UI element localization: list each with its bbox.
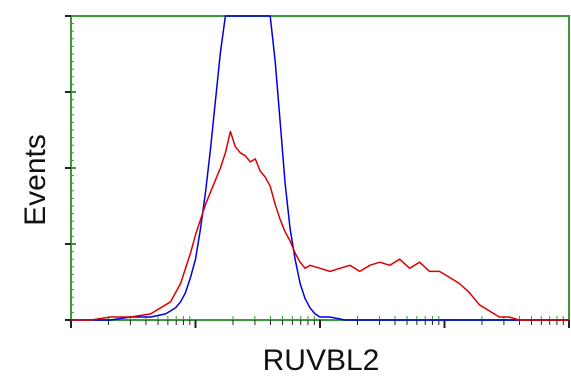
series-line-1 — [71, 16, 569, 320]
series-line-2 — [71, 132, 569, 321]
plot-frame — [71, 16, 569, 320]
series-layer — [71, 16, 569, 320]
y-axis-label: Events — [19, 134, 52, 226]
axis-ticks — [65, 16, 569, 328]
x-axis-label: RUVBL2 — [263, 344, 380, 377]
plot-border — [71, 16, 569, 320]
